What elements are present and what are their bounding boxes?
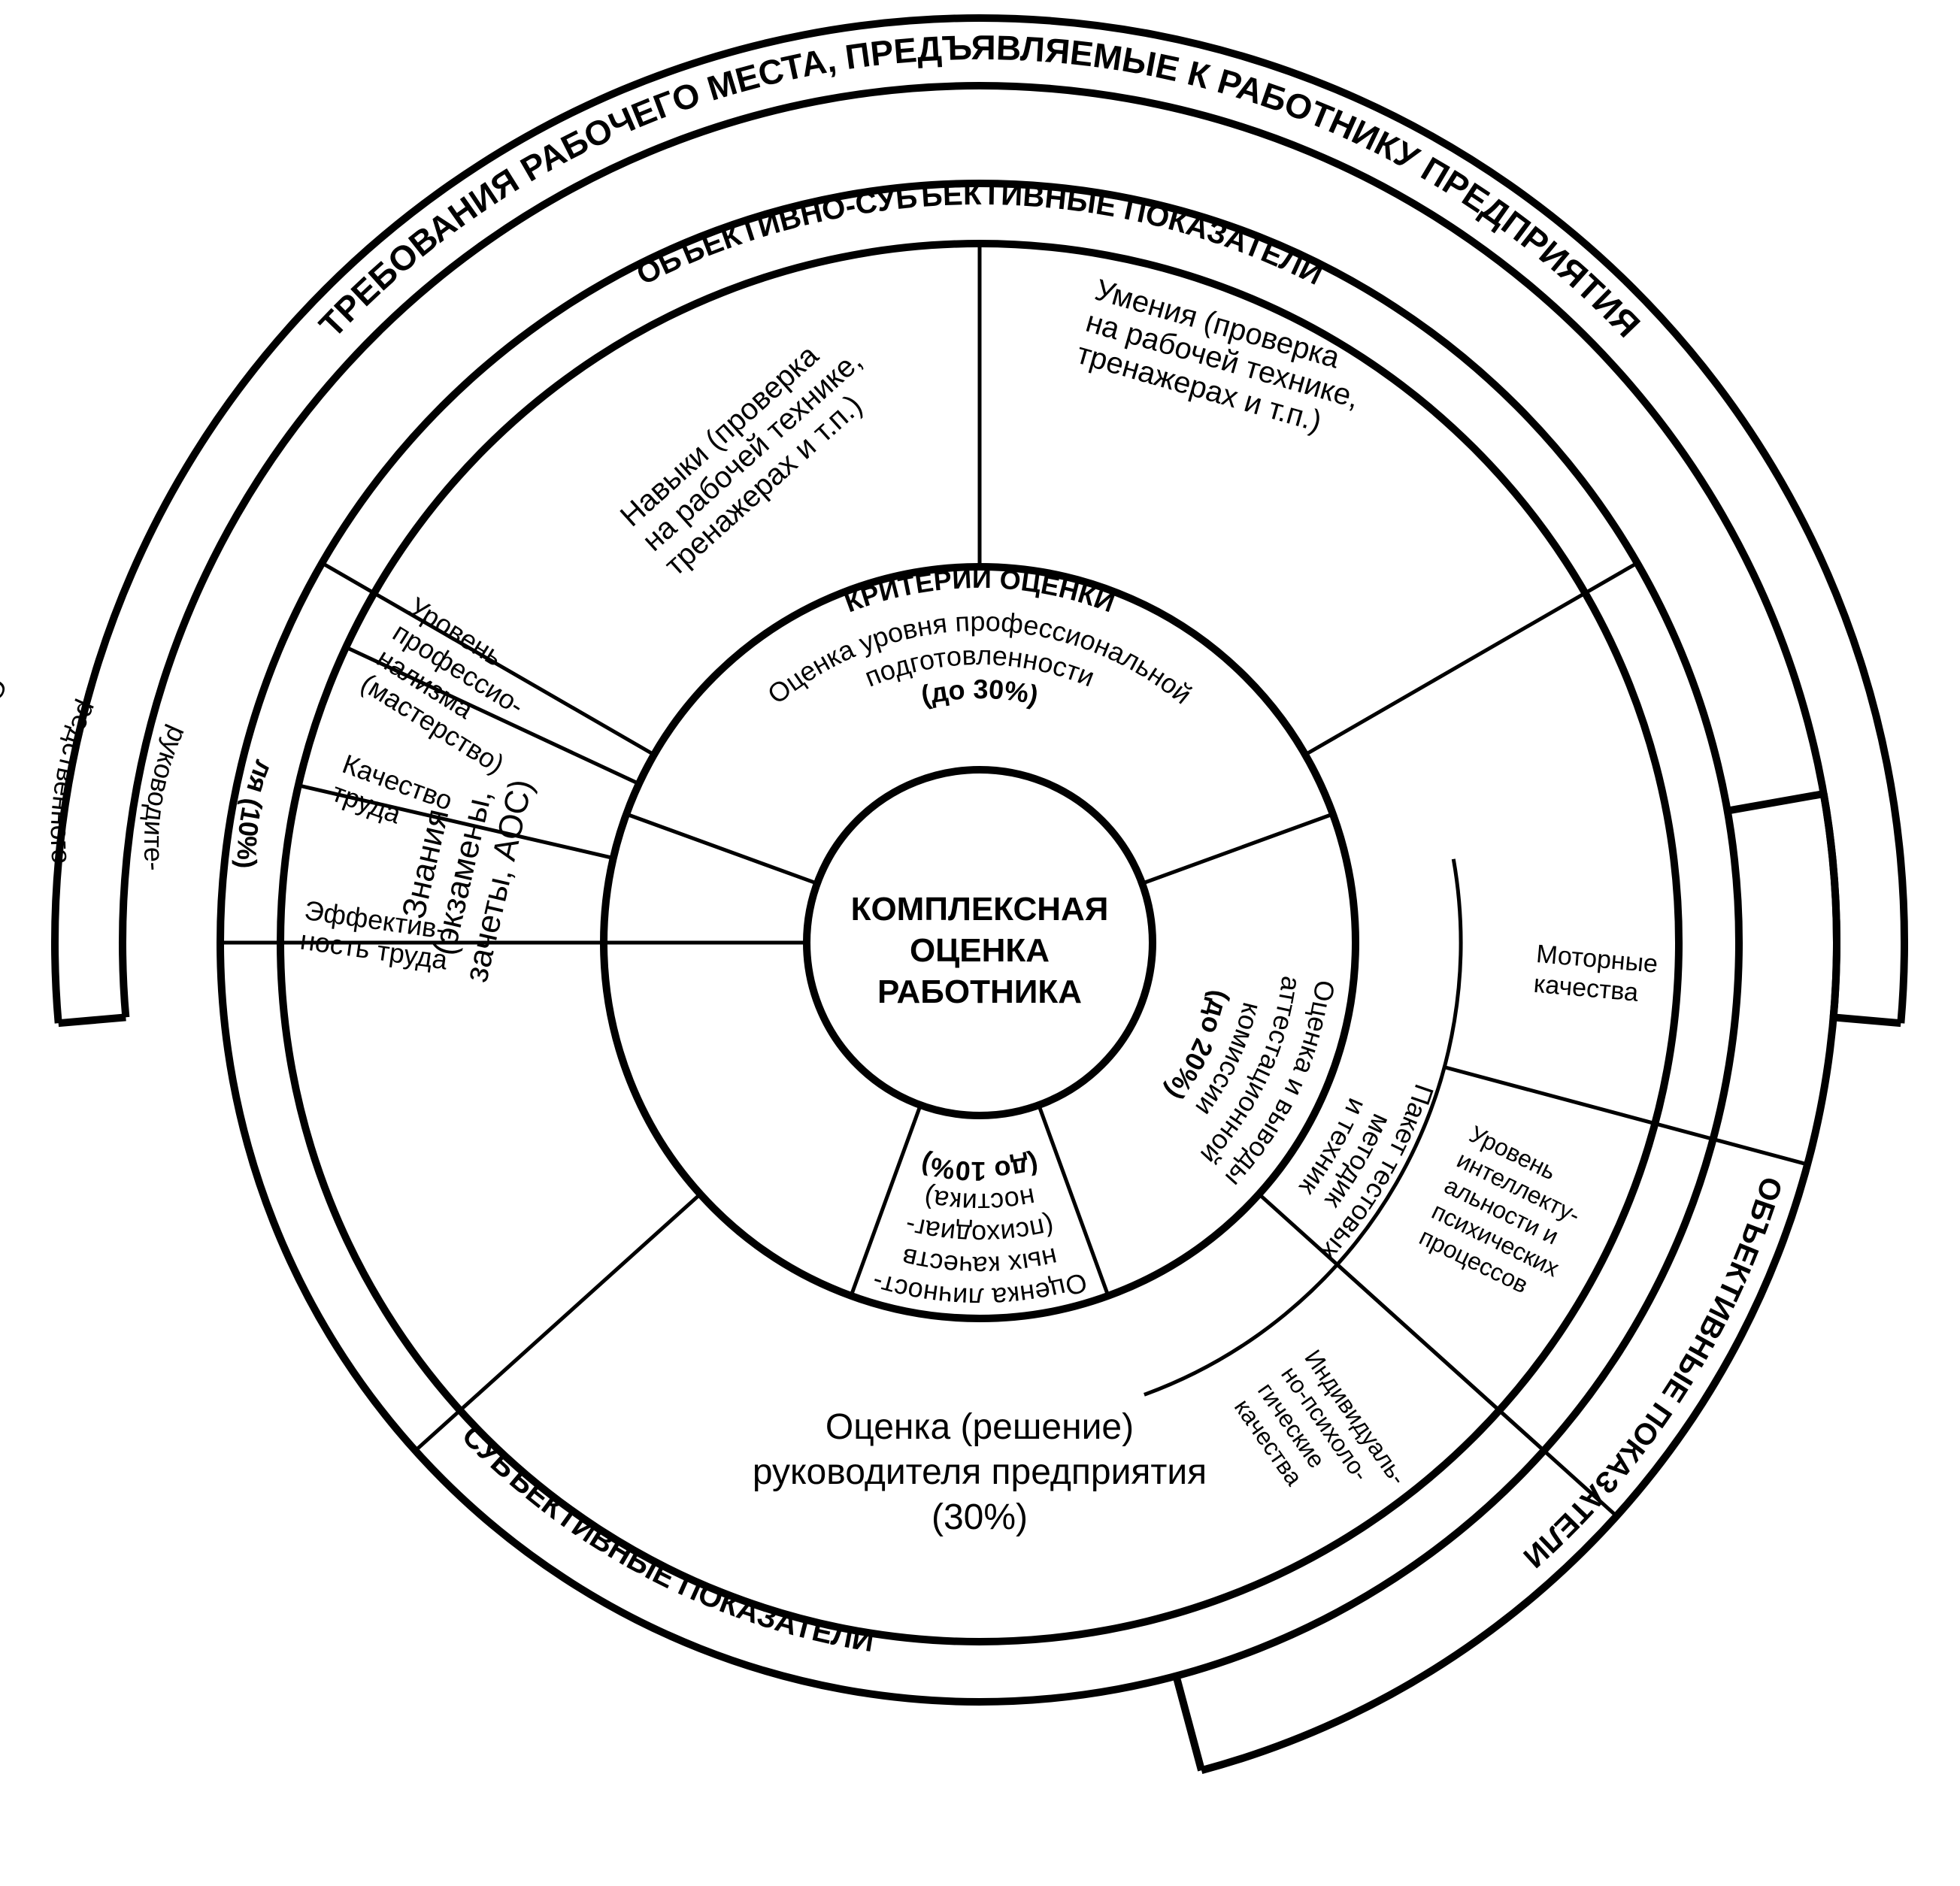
spoke — [415, 1194, 700, 1451]
r3-top-left: Навыки (проверка на рабочей технике, тре… — [614, 319, 891, 583]
r3-bottom-2: руководителя предприятия — [753, 1452, 1207, 1492]
center-line1: КОМПЛЕКСНАЯ — [851, 891, 1109, 928]
r3-top-right: Умения (проверка на рабочей технике, тре… — [1073, 274, 1372, 447]
center-line3: РАБОТНИКА — [877, 973, 1082, 1010]
radial-diagram: КОМПЛЕКСНАЯ ОЦЕНКА РАБОТНИКА ТРЕБОВАНИЯ … — [0, 0, 1960, 1886]
r3-midleft-3: Уровень профессио- нализма (мастерство) — [356, 591, 558, 780]
r3-bottom-1: Оценка (решение) — [826, 1407, 1134, 1447]
r2-br-5: (до 10%) — [918, 1149, 1042, 1187]
spoke — [1142, 814, 1333, 883]
r2-left-1: Оценка непос- — [0, 674, 14, 855]
spoke — [1305, 563, 1637, 755]
outer-top-cap-right — [1834, 1017, 1901, 1023]
r3-br-out-1: Моторные качества — [1532, 940, 1659, 1009]
band-right-cap-bottom — [1176, 1676, 1201, 1771]
svg-text:на рабочей технике,: на рабочей технике, — [636, 344, 868, 558]
band-right-cap-top — [1728, 794, 1824, 811]
r2-br-4: ностика) — [922, 1182, 1038, 1219]
r3-br-out-2: Уровень интеллекту- альности и психическ… — [1415, 1120, 1601, 1307]
outer-top-cap-left — [59, 1017, 126, 1023]
spoke — [626, 814, 817, 883]
center-line2: ОЦЕНКА — [910, 932, 1050, 969]
r3-bottom-3: (30%) — [932, 1497, 1028, 1537]
spoke — [1337, 1264, 1617, 1516]
r2-left-2: редственного — [45, 697, 105, 865]
r2-top-3: (до 30%) — [918, 674, 1041, 711]
